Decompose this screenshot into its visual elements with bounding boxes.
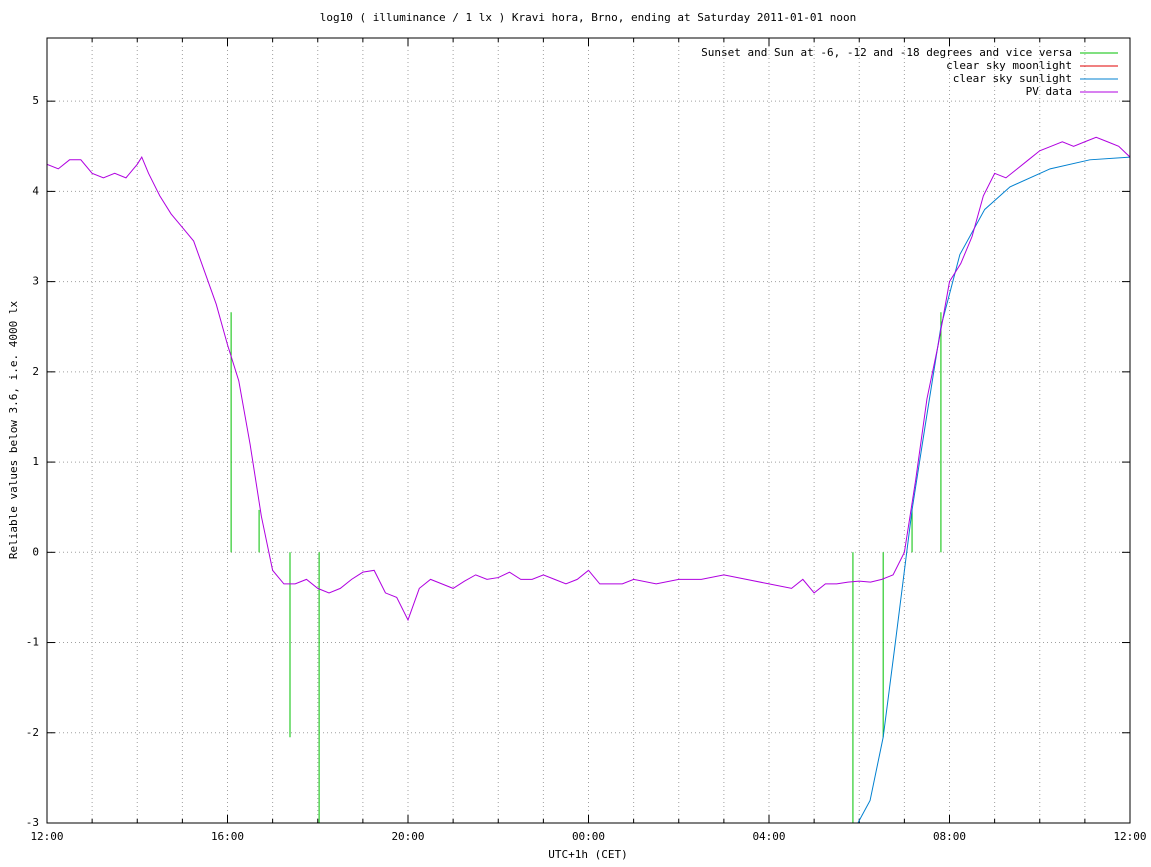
x-tick-label: 08:00 [933,830,966,843]
line [857,156,1130,823]
x-tick-label: 04:00 [752,830,785,843]
y-tick-label: -2 [26,726,39,739]
legend-label: clear sky sunlight [953,72,1072,85]
legend-label: PV data [1026,85,1072,98]
y-tick-label: 2 [32,365,39,378]
y-tick-label: 0 [32,545,39,558]
y-tick-label: -1 [26,636,39,649]
y-tick-label: 5 [32,94,39,107]
y-tick-label: 3 [32,275,39,288]
plot-area [47,136,1130,823]
plot-frame [46,37,1131,824]
x-tick-label: 20:00 [391,830,424,843]
x-tick-label: 12:00 [1113,830,1146,843]
x-tick-label: 12:00 [30,830,63,843]
chart-title: log10 ( illuminance / 1 lx ) Kravi hora,… [320,11,856,24]
x-tick-label: 00:00 [572,830,605,843]
y-tick-label: 4 [32,184,39,197]
legend: Sunset and Sun at -6, -12 and -18 degree… [701,46,1118,98]
y-tick-label: 1 [32,455,39,468]
y-axis-label: Reliable values below 3.6, i.e. 4000 lx [7,300,20,559]
legend-label: clear sky moonlight [946,59,1072,72]
grid [46,38,1131,824]
x-axis-label: UTC+1h (CET) [548,848,627,861]
legend-label: Sunset and Sun at -6, -12 and -18 degree… [701,46,1072,59]
y-tick-label: -3 [26,816,39,829]
line [47,136,1130,622]
x-tick-label: 16:00 [211,830,244,843]
